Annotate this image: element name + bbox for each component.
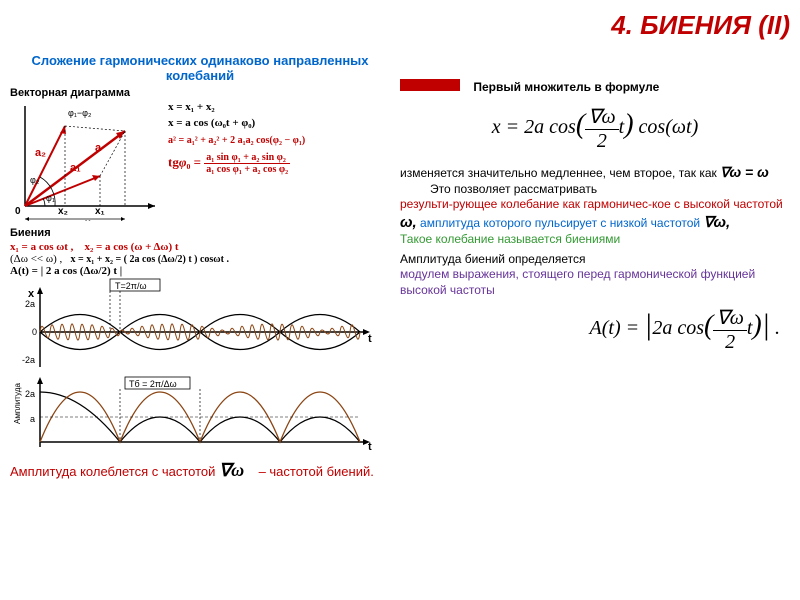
svg-text:a₁: a₁ bbox=[70, 162, 81, 174]
svg-text:t: t bbox=[368, 333, 372, 345]
svg-text:2a: 2a bbox=[25, 389, 35, 399]
f-x2: x₂ = a cos (ω + Δω) t bbox=[84, 241, 178, 253]
beats-label: Биения bbox=[10, 227, 390, 239]
svg-text:2a: 2a bbox=[25, 299, 35, 309]
beats-formulas: x₁ = a cos ωt , x₂ = a cos (ω + Δω) t (Δ… bbox=[10, 241, 390, 277]
layout: Сложение гармонических одинаково направл… bbox=[10, 49, 790, 452]
p2a: Амплитуда биений определяется bbox=[400, 252, 585, 266]
f-x1: x₁ = a cos ωt , bbox=[10, 241, 73, 253]
p1red: результи-рующее колебание как гармоничес… bbox=[400, 197, 783, 211]
dom-ov: ∇ω, bbox=[703, 214, 730, 231]
svg-text:0: 0 bbox=[15, 206, 21, 217]
p1blue: амплитуда которого пульсирует с низкой ч… bbox=[420, 216, 700, 230]
svg-text:a: a bbox=[30, 414, 35, 424]
f-at: A(t) = | 2 a cos (Δω/2) t | bbox=[10, 265, 122, 277]
left-column: Сложение гармонических одинаково направл… bbox=[10, 49, 390, 452]
main-formula: x = 2a cos(∇ω2t) cos(ωt) bbox=[400, 104, 790, 153]
svg-text:Tб = 2π/Δω: Tб = 2π/Δω bbox=[129, 379, 177, 389]
right-column: Первый множитель в формуле x = 2a cos(∇ω… bbox=[400, 49, 790, 452]
p1a: изменяется значительно медленнее, чем вт… bbox=[400, 166, 717, 180]
svg-text:φ₂: φ₂ bbox=[30, 175, 40, 185]
svg-text:a: a bbox=[95, 142, 102, 154]
footvar: ∇ω bbox=[219, 460, 244, 480]
footer: Амплитуда колеблется с частотой ∇ω – час… bbox=[10, 460, 790, 481]
vector-diagram: 0 x₂ x₁ x a₁ a₂ a φ₁ φ₂ φ₁−φ₂ bbox=[10, 101, 160, 221]
svg-text:0: 0 bbox=[32, 327, 37, 337]
beats-plot: x t 2a 0 -2a T=2π/ω t Амплитуда 2a a Tб … bbox=[10, 277, 380, 452]
p1b: Это позволяет рассматривать bbox=[430, 182, 597, 196]
f-xcos: x = a cos (ω₀t + φ₀) bbox=[168, 117, 390, 129]
foot1: Амплитуда колеблется с частотой bbox=[10, 464, 215, 479]
svg-text:x₂: x₂ bbox=[58, 206, 68, 217]
svg-text:x: x bbox=[85, 218, 91, 221]
vector-label: Векторная диаграмма bbox=[10, 87, 390, 99]
vector-formulas: x = x₁ + x₂ x = a cos (ω₀t + φ₀) a² = a₁… bbox=[168, 101, 390, 221]
svg-text:φ₁: φ₁ bbox=[46, 193, 55, 203]
svg-text:a₂: a₂ bbox=[35, 147, 46, 159]
om-ov: ω, bbox=[400, 214, 417, 231]
svg-text:t: t bbox=[368, 441, 372, 452]
svg-text:φ₁−φ₂: φ₁−φ₂ bbox=[68, 108, 92, 118]
main-title: 4. БИЕНИЯ (II) bbox=[10, 10, 790, 41]
explanation: изменяется значительно медленнее, чем вт… bbox=[400, 163, 790, 248]
svg-text:T=2π/ω: T=2π/ω bbox=[115, 281, 147, 291]
svg-text:x₁: x₁ bbox=[95, 206, 105, 217]
blue-subtitle: Сложение гармонических одинаково направл… bbox=[10, 53, 390, 83]
f-asq: a² = a₁² + a₂² + 2 a₁a₂ cos(φ₂ − φ₁) bbox=[168, 135, 390, 146]
p2purple: модулем выражения, стоящего перед гармон… bbox=[400, 267, 755, 297]
f-cond: (Δω << ω) , bbox=[10, 253, 62, 265]
intro-text: Первый множитель в формуле bbox=[473, 80, 659, 94]
p1green: Такое колебание называется биениями bbox=[400, 232, 620, 246]
p1-overlap: ∇ω = ω bbox=[720, 164, 769, 180]
foot2: – частотой биений. bbox=[259, 464, 374, 479]
amplitude-para: Амплитуда биений определяется модулем вы… bbox=[400, 252, 790, 299]
svg-text:Амплитуда: Амплитуда bbox=[13, 383, 22, 424]
svg-text:-2a: -2a bbox=[22, 355, 35, 365]
amplitude-formula: A(t) = |2a cos(∇ω2t)| . bbox=[400, 305, 780, 354]
f-xsum2: x = x₁ + x₂ = ( 2a cos (Δω/2) t ) cosωt … bbox=[71, 254, 229, 265]
red-bar-icon bbox=[400, 79, 460, 91]
f-xsum: x = x₁ + x₂ bbox=[168, 101, 390, 113]
